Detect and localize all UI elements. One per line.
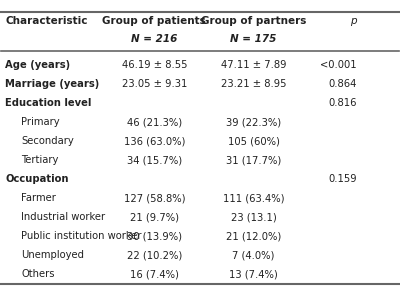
Text: 0.816: 0.816 [328,98,357,108]
Text: 39 (22.3%): 39 (22.3%) [226,117,281,127]
Text: 7 (4.0%): 7 (4.0%) [232,251,275,260]
Text: 0.864: 0.864 [328,79,357,89]
Text: 16 (7.4%): 16 (7.4%) [130,270,179,280]
Text: 111 (63.4%): 111 (63.4%) [223,193,284,203]
Text: <0.001: <0.001 [320,60,357,70]
Text: Tertiary: Tertiary [21,155,59,165]
Text: Others: Others [21,270,55,280]
Text: 136 (63.0%): 136 (63.0%) [124,136,185,146]
Text: Secondary: Secondary [21,136,74,146]
Text: Unemployed: Unemployed [21,251,84,260]
Text: 31 (17.7%): 31 (17.7%) [226,155,281,165]
Text: 127 (58.8%): 127 (58.8%) [124,193,185,203]
Text: N = 216: N = 216 [131,34,178,44]
Text: p: p [350,16,357,25]
Text: 0.159: 0.159 [328,174,357,184]
Text: 30 (13.9%): 30 (13.9%) [127,231,182,241]
Text: 22 (10.2%): 22 (10.2%) [127,251,182,260]
Text: 21 (12.0%): 21 (12.0%) [226,231,281,241]
Text: Occupation: Occupation [5,174,69,184]
Text: 23.05 ± 9.31: 23.05 ± 9.31 [122,79,187,89]
Text: 23 (13.1): 23 (13.1) [231,212,276,222]
Text: Age (years): Age (years) [5,60,70,70]
Text: 46 (21.3%): 46 (21.3%) [127,117,182,127]
Text: Group of partners: Group of partners [201,16,306,25]
Text: Primary: Primary [21,117,60,127]
Text: Education level: Education level [5,98,92,108]
Text: Industrial worker: Industrial worker [21,212,105,222]
Text: Group of patients: Group of patients [102,16,206,25]
Text: 46.19 ± 8.55: 46.19 ± 8.55 [122,60,187,70]
Text: 34 (15.7%): 34 (15.7%) [127,155,182,165]
Text: 23.21 ± 8.95: 23.21 ± 8.95 [221,79,286,89]
Text: Characteristic: Characteristic [5,16,88,25]
Text: Farmer: Farmer [21,193,56,203]
Text: 105 (60%): 105 (60%) [228,136,280,146]
Text: 47.11 ± 7.89: 47.11 ± 7.89 [221,60,286,70]
Text: Marriage (years): Marriage (years) [5,79,100,89]
Text: 21 (9.7%): 21 (9.7%) [130,212,179,222]
Text: N = 175: N = 175 [230,34,277,44]
Text: Public institution worker: Public institution worker [21,231,142,241]
Text: 13 (7.4%): 13 (7.4%) [229,270,278,280]
